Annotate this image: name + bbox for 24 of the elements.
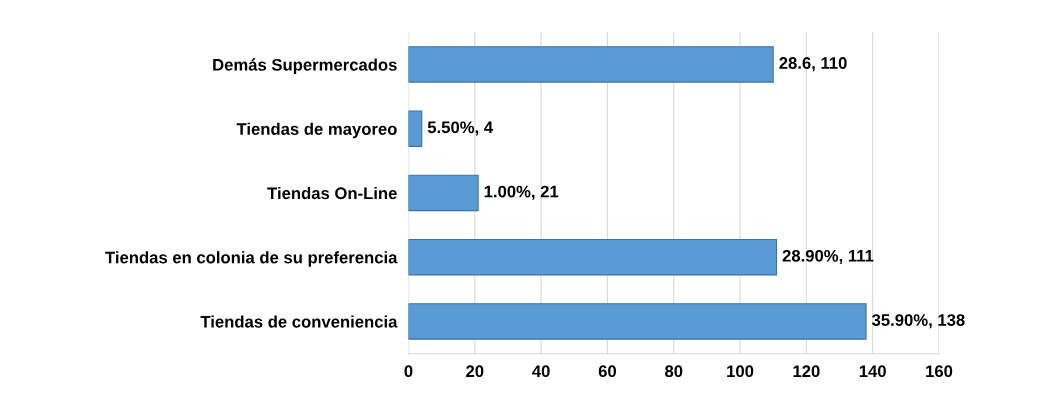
bar: [408, 110, 423, 147]
x-tick-label: 100: [727, 365, 754, 378]
data-label: 5.50%, 4: [427, 121, 493, 136]
y-tick-label: Tiendas en colonia de su preferencia: [105, 251, 398, 267]
data-label: 28.6, 110: [779, 57, 847, 72]
x-tick-label: 80: [665, 365, 683, 378]
y-tick-label: Tiendas de mayoreo: [236, 122, 397, 139]
bar: [408, 238, 778, 276]
bar: [408, 174, 479, 212]
y-tick-label: Tiendas On-Line: [267, 186, 397, 200]
y-tick-label: Tiendas de conveniencia: [200, 315, 398, 328]
x-tick-label: 140: [859, 365, 886, 378]
data-label: 28.90%, 111: [782, 249, 874, 265]
data-label: 1.00%, 21: [484, 185, 559, 200]
x-tick-label: 160: [926, 365, 953, 378]
bar: [408, 46, 774, 83]
x-tick-label: 20: [466, 365, 484, 378]
x-tick-label: 0: [404, 365, 413, 378]
x-tick-label: 40: [532, 365, 550, 378]
y-tick-label: Demás Supermercados: [213, 58, 397, 75]
bar: [408, 303, 867, 340]
x-tick-label: 60: [598, 365, 617, 378]
data-label: 35.90%, 138: [871, 314, 965, 329]
x-tick-label: 120: [793, 365, 820, 378]
